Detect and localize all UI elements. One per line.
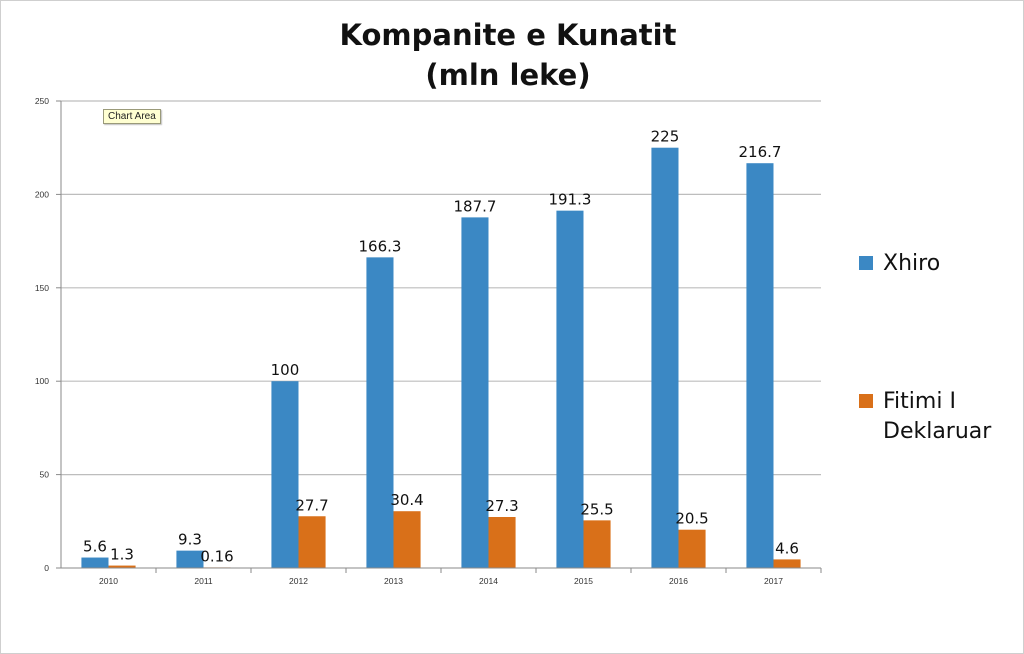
gridlines xyxy=(61,100,821,476)
x-tick-label-2012: 2012 xyxy=(289,576,308,586)
data-label-fitimi-2012: 27.7 xyxy=(295,496,328,514)
legend-item-fitimi: Fitimi I Deklaruar xyxy=(859,387,1013,447)
data-label-xhiro-2013: 166.3 xyxy=(358,237,401,255)
x-tick-label-2016: 2016 xyxy=(669,576,688,586)
bar-fitimi-2015[interactable] xyxy=(583,520,611,568)
value-labels: 5.6 1.3 9.30.16 100 27.7 166.3 30.4 187.7 27.3 19… xyxy=(83,128,799,566)
bar-fitimi-2012[interactable] xyxy=(298,516,326,568)
x-tick-label-2013: 2013 xyxy=(384,576,403,586)
bar-fitimi-2017[interactable] xyxy=(773,559,801,568)
x-tick-label-2015: 2015 xyxy=(574,576,593,586)
bar-xhiro-2016[interactable] xyxy=(651,147,679,568)
x-tick-label-2014: 2014 xyxy=(479,576,498,586)
bar-xhiro-2010[interactable] xyxy=(81,557,109,568)
chart-area-tooltip: Chart Area xyxy=(103,109,161,124)
data-label-fitimi-2017: 4.6 xyxy=(775,539,799,557)
y-tick-label: 100 xyxy=(35,376,49,386)
bar-xhiro-2014[interactable] xyxy=(461,217,489,568)
data-label-xhiro-2014: 187.7 xyxy=(453,197,496,215)
bars xyxy=(81,147,801,568)
chart-subtitle: (mln leke) xyxy=(425,58,591,92)
bar-xhiro-2017[interactable] xyxy=(746,163,774,568)
data-label-fitimi-2013: 30.4 xyxy=(390,491,423,509)
data-label-xhiro-2016: 225 xyxy=(651,128,680,146)
bar-fitimi-2014[interactable] xyxy=(488,517,516,568)
bar-fitimi-2010[interactable] xyxy=(108,565,136,568)
bar-xhiro-2011[interactable] xyxy=(176,550,204,568)
bar-xhiro-2012[interactable] xyxy=(271,381,299,568)
legend-label-xhiro: Xhiro xyxy=(883,251,941,276)
x-tick-label-2010: 2010 xyxy=(99,576,118,586)
y-tick-label: 0 xyxy=(44,563,49,573)
y-tick-label: 250 xyxy=(35,96,49,106)
x-tick-label-2017: 2017 xyxy=(764,576,783,586)
data-label-fitimi-2014: 27.3 xyxy=(485,497,518,515)
legend-item-xhiro: Xhiro xyxy=(859,249,1013,279)
bar-xhiro-2015[interactable] xyxy=(556,210,584,568)
bar-xhiro-2013[interactable] xyxy=(366,257,394,568)
bar-fitimi-2016[interactable] xyxy=(678,529,706,568)
data-label-fitimi-2011: 0.16 xyxy=(200,547,233,565)
data-label-xhiro-2011: 9.3 xyxy=(178,531,202,549)
y-tick-label: 200 xyxy=(35,189,49,199)
x-tick-label-2011: 2011 xyxy=(194,576,213,586)
data-label-xhiro-2017: 216.7 xyxy=(738,143,781,161)
bar-fitimi-2013[interactable] xyxy=(393,511,421,568)
data-label-xhiro-2015: 191.3 xyxy=(548,191,591,209)
axes: 0 50 100 150 200 250 2010 2011 2012 2013 2014 2015 2… xyxy=(35,96,822,586)
data-label-fitimi-2015: 25.5 xyxy=(580,500,613,518)
legend-swatch-fitimi xyxy=(859,394,873,408)
data-label-xhiro-2010: 5.6 xyxy=(83,538,107,556)
legend-swatch-xhiro xyxy=(859,256,873,270)
y-tick-label: 50 xyxy=(40,470,50,480)
data-label-xhiro-2012: 100 xyxy=(271,361,300,379)
chart-title: Kompanite e Kunatit xyxy=(339,18,677,52)
y-tick-label: 150 xyxy=(35,283,49,293)
legend-label-fitimi: Fitimi I Deklaruar xyxy=(883,389,992,444)
data-label-fitimi-2016: 20.5 xyxy=(675,510,708,528)
chart-title-block: Kompanite e Kunatit (mln leke) xyxy=(1,15,1015,95)
data-label-fitimi-2010: 1.3 xyxy=(110,546,134,564)
